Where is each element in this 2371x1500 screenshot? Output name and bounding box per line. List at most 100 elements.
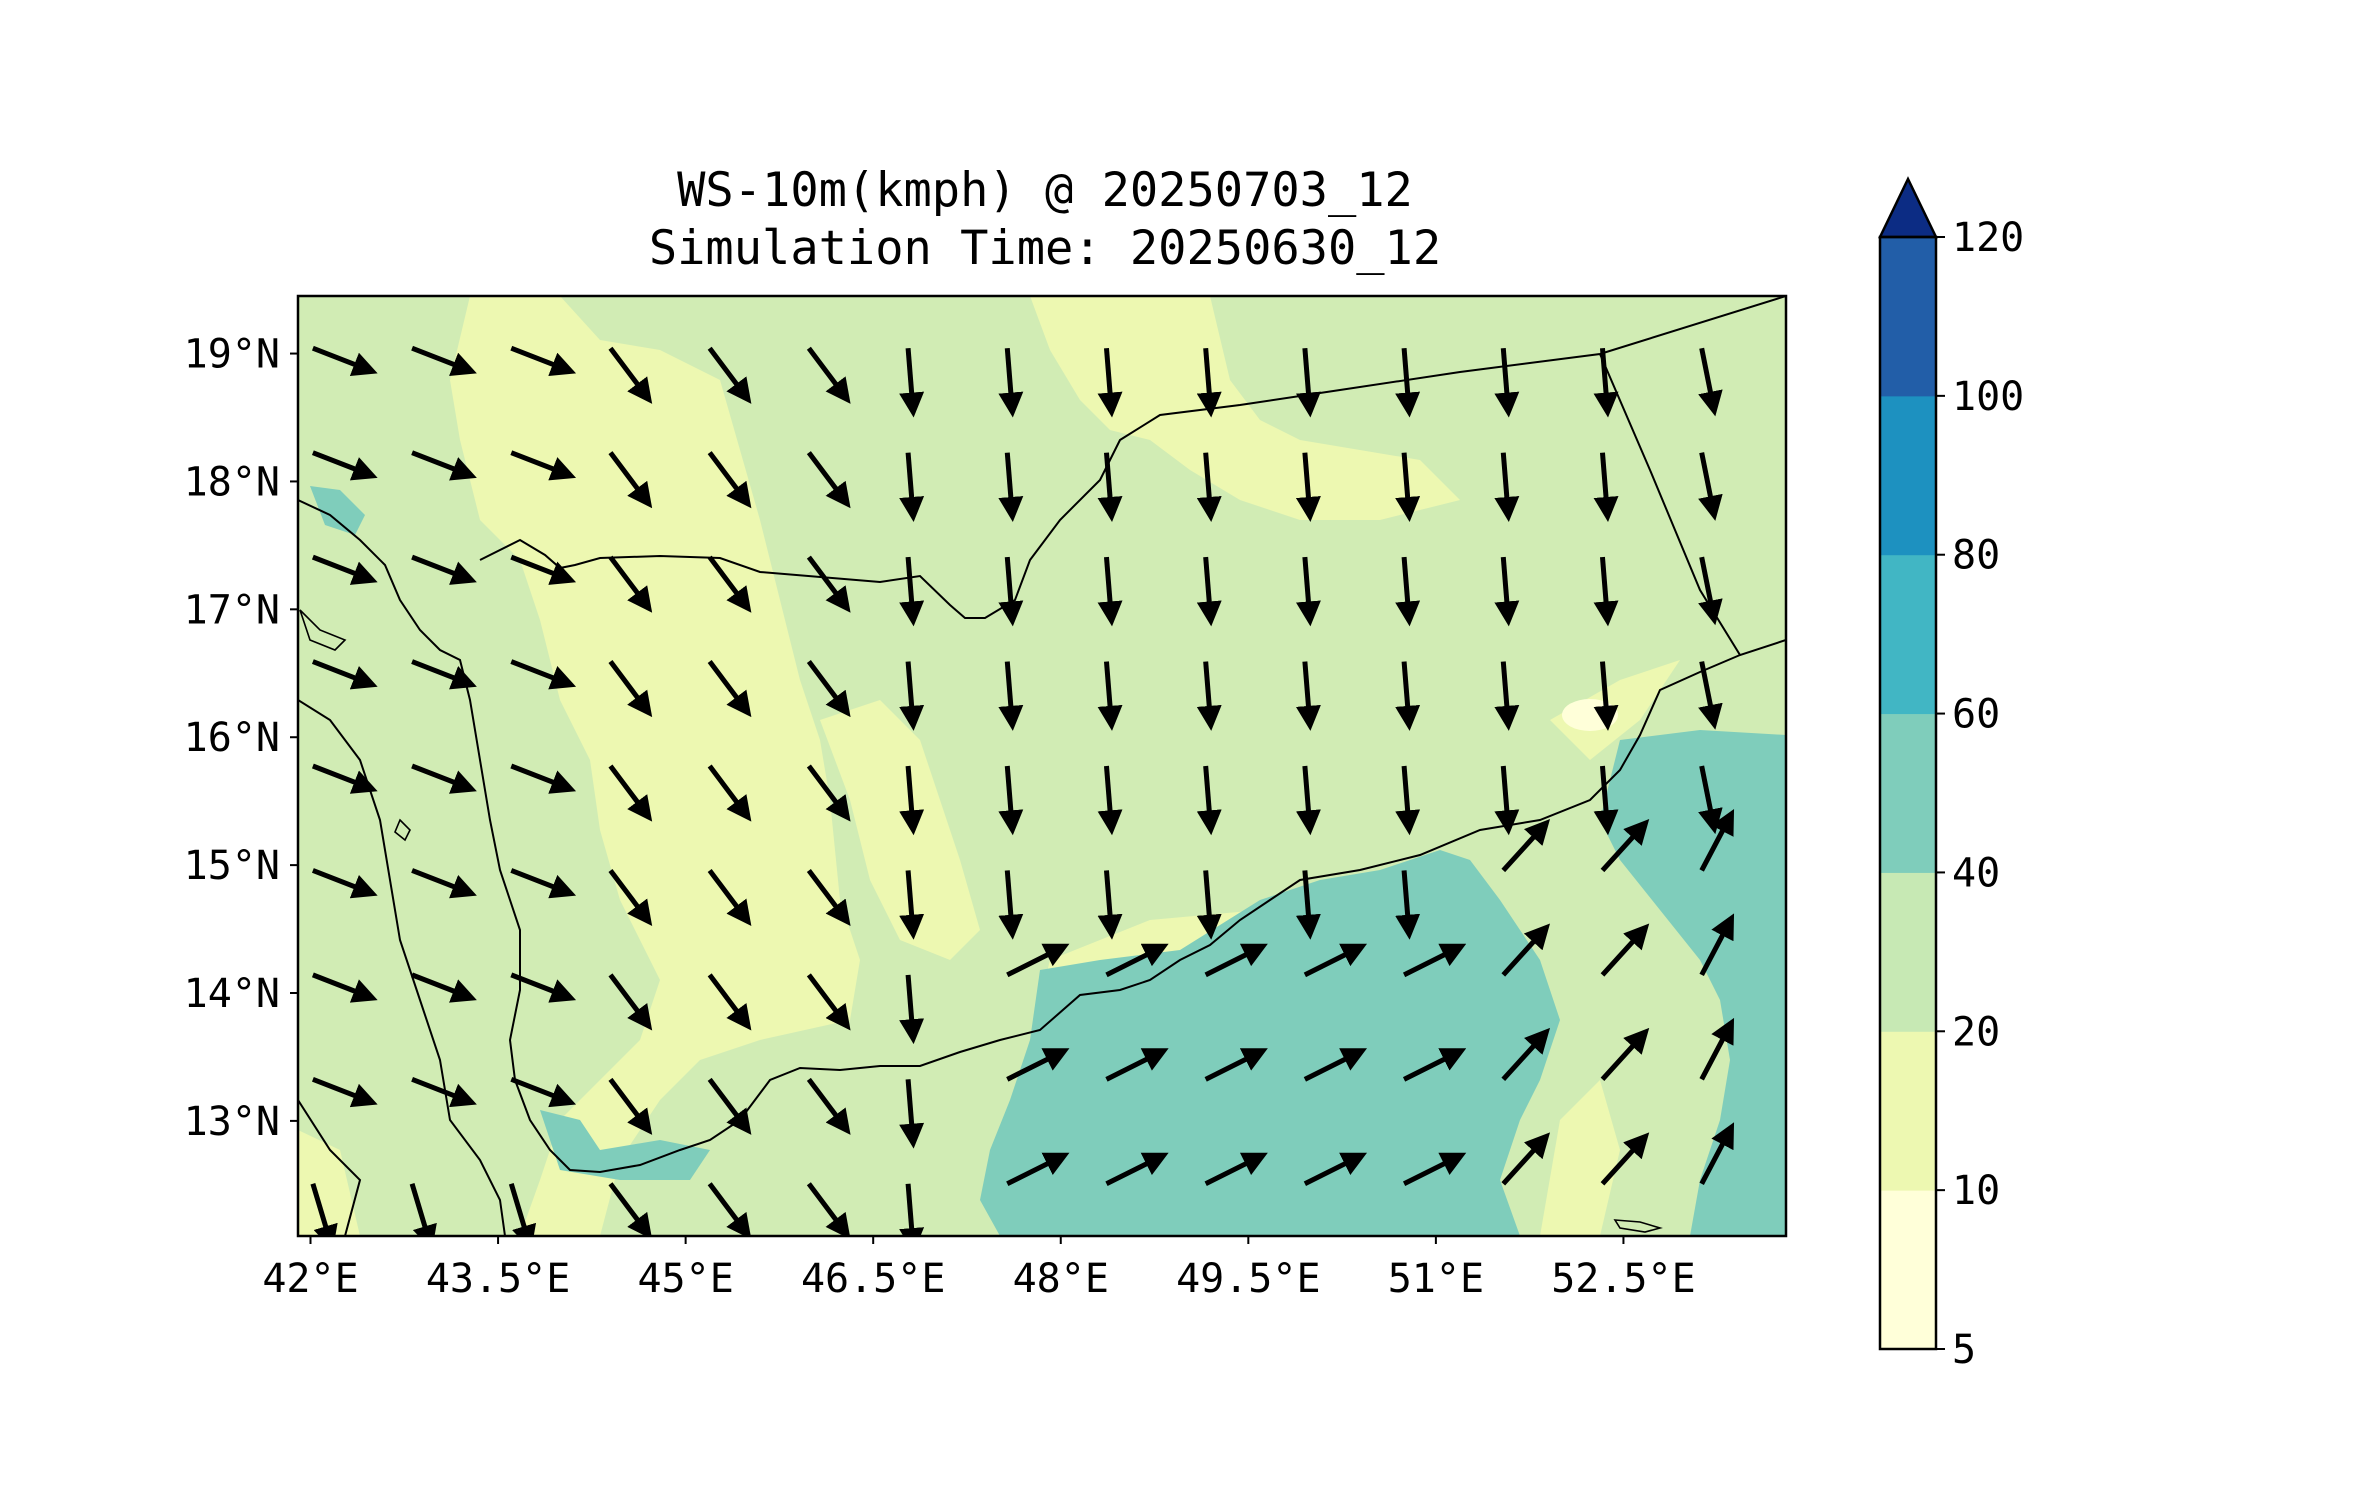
wind-arrow <box>998 556 1024 627</box>
wind-arrow <box>409 1183 437 1236</box>
wind-arrow <box>707 1182 752 1236</box>
wind-arrow <box>1196 348 1222 418</box>
wind-arrow <box>998 452 1024 522</box>
wind-arrow <box>608 555 653 613</box>
wind-arrow <box>1196 661 1222 731</box>
wind-arrow <box>1097 661 1123 731</box>
wind-arrow <box>806 764 851 822</box>
wind-arrow <box>311 763 378 794</box>
wind-arrow <box>411 554 477 585</box>
wind-arrow <box>1097 348 1123 418</box>
x-tick-label: 51°E <box>1388 1256 1484 1302</box>
wind-arrow <box>707 660 752 718</box>
wind-arrow <box>411 868 477 899</box>
wind-arrow <box>510 554 577 585</box>
wind-arrow <box>1204 943 1268 978</box>
wind-arrow <box>1097 765 1123 836</box>
x-tick-label: 49.5°E <box>1176 1256 1321 1302</box>
coastline-africa <box>298 699 506 1236</box>
wind-arrow <box>806 973 851 1031</box>
wind-arrow <box>707 973 752 1031</box>
wind-arrow <box>1303 1152 1368 1187</box>
wind-arrow <box>899 452 925 522</box>
wind-arrow <box>806 1077 851 1135</box>
wind-arrow <box>998 661 1024 731</box>
wind-arrow <box>1097 556 1123 627</box>
wind-arrow <box>1699 1122 1735 1185</box>
wind-arrow <box>1593 661 1619 731</box>
colorbar-segment <box>1880 237 1936 397</box>
wind-arrow <box>411 659 477 690</box>
wind-arrow <box>608 451 653 509</box>
wind-arrow <box>1494 765 1520 836</box>
wind-arrow <box>311 345 378 377</box>
strong-wind-zone-bab <box>540 1110 710 1180</box>
wind-arrow <box>1006 943 1070 978</box>
x-tick-label: 43.5°E <box>426 1256 571 1302</box>
wind-arrow <box>1204 1048 1268 1082</box>
wind-arrow <box>608 973 653 1031</box>
y-tick-label: 15°N <box>184 843 280 889</box>
x-tick-label: 42°E <box>262 1256 358 1302</box>
wind-arrow <box>998 870 1024 940</box>
light-wind-zone-south <box>1540 1080 1620 1236</box>
wind-arrow <box>1395 661 1421 731</box>
colorbar-label: 100 <box>1952 374 2024 420</box>
wind-arrow <box>1698 347 1723 417</box>
map-frame <box>296 294 1788 1238</box>
colorbar-segment <box>1880 554 1936 715</box>
wind-arrow <box>1196 870 1222 940</box>
wind-arrow <box>1295 765 1321 836</box>
wind-arrow <box>707 1077 752 1135</box>
wind-arrow <box>707 868 752 927</box>
map-title: WS-10m(kmph) @ 20250703_12 <box>677 163 1413 218</box>
wind-arrow <box>411 1077 477 1108</box>
wind-arrow <box>707 555 752 613</box>
wind-arrow <box>806 555 851 613</box>
wind-arrow <box>608 764 653 822</box>
x-axis-ticks: 42°E 43.5°E 45°E 46.5°E 48°E 49.5°E 51°E 52.5°E <box>262 1236 1696 1302</box>
wind-arrow <box>1395 452 1421 522</box>
wind-arrow <box>1402 1152 1467 1187</box>
wind-arrow <box>1501 1027 1551 1082</box>
wind-arrow <box>510 450 577 481</box>
wind-arrow <box>1593 452 1619 522</box>
wind-arrow <box>899 661 925 731</box>
coastline-eritrea <box>298 1099 362 1236</box>
colorbar-segment <box>1880 713 1936 873</box>
wind-arrow <box>1295 556 1321 627</box>
wind-arrow <box>510 868 577 899</box>
wind-arrow <box>608 868 653 927</box>
wind-arrow <box>1698 452 1723 521</box>
y-tick-label: 13°N <box>184 1099 280 1145</box>
wind-arrow <box>1395 765 1421 836</box>
colorbar-extend-arrow <box>1878 176 1938 239</box>
wind-arrow <box>608 660 653 718</box>
wind-arrow <box>608 346 653 404</box>
wind-arrow <box>707 451 752 509</box>
colorbar-segment <box>1880 872 1936 1032</box>
wind-arrow <box>998 348 1024 418</box>
wind-arrow <box>1501 1132 1551 1186</box>
wind-arrow <box>899 1079 925 1149</box>
x-tick-label: 52.5°E <box>1551 1256 1696 1302</box>
wind-arrow <box>1395 556 1421 627</box>
wind-arrow <box>411 763 477 794</box>
wind-arrow <box>1699 808 1735 872</box>
wind-vectors <box>310 345 1735 1236</box>
wind-arrow <box>707 346 752 404</box>
wind-arrow <box>508 1183 537 1236</box>
light-wind-zone-west <box>450 296 860 1236</box>
wind-arrow <box>806 451 851 509</box>
wind-arrow <box>311 450 378 481</box>
wind-arrow <box>806 660 851 718</box>
wind-arrow <box>608 1182 653 1236</box>
wind-arrow <box>1600 1132 1650 1186</box>
wind-arrow <box>1501 819 1551 873</box>
wind-arrow <box>1196 765 1222 836</box>
wind-arrow <box>1295 661 1321 731</box>
wind-arrow <box>411 972 477 1003</box>
wind-arrow <box>311 1077 378 1108</box>
wind-arrow <box>1204 1152 1268 1187</box>
